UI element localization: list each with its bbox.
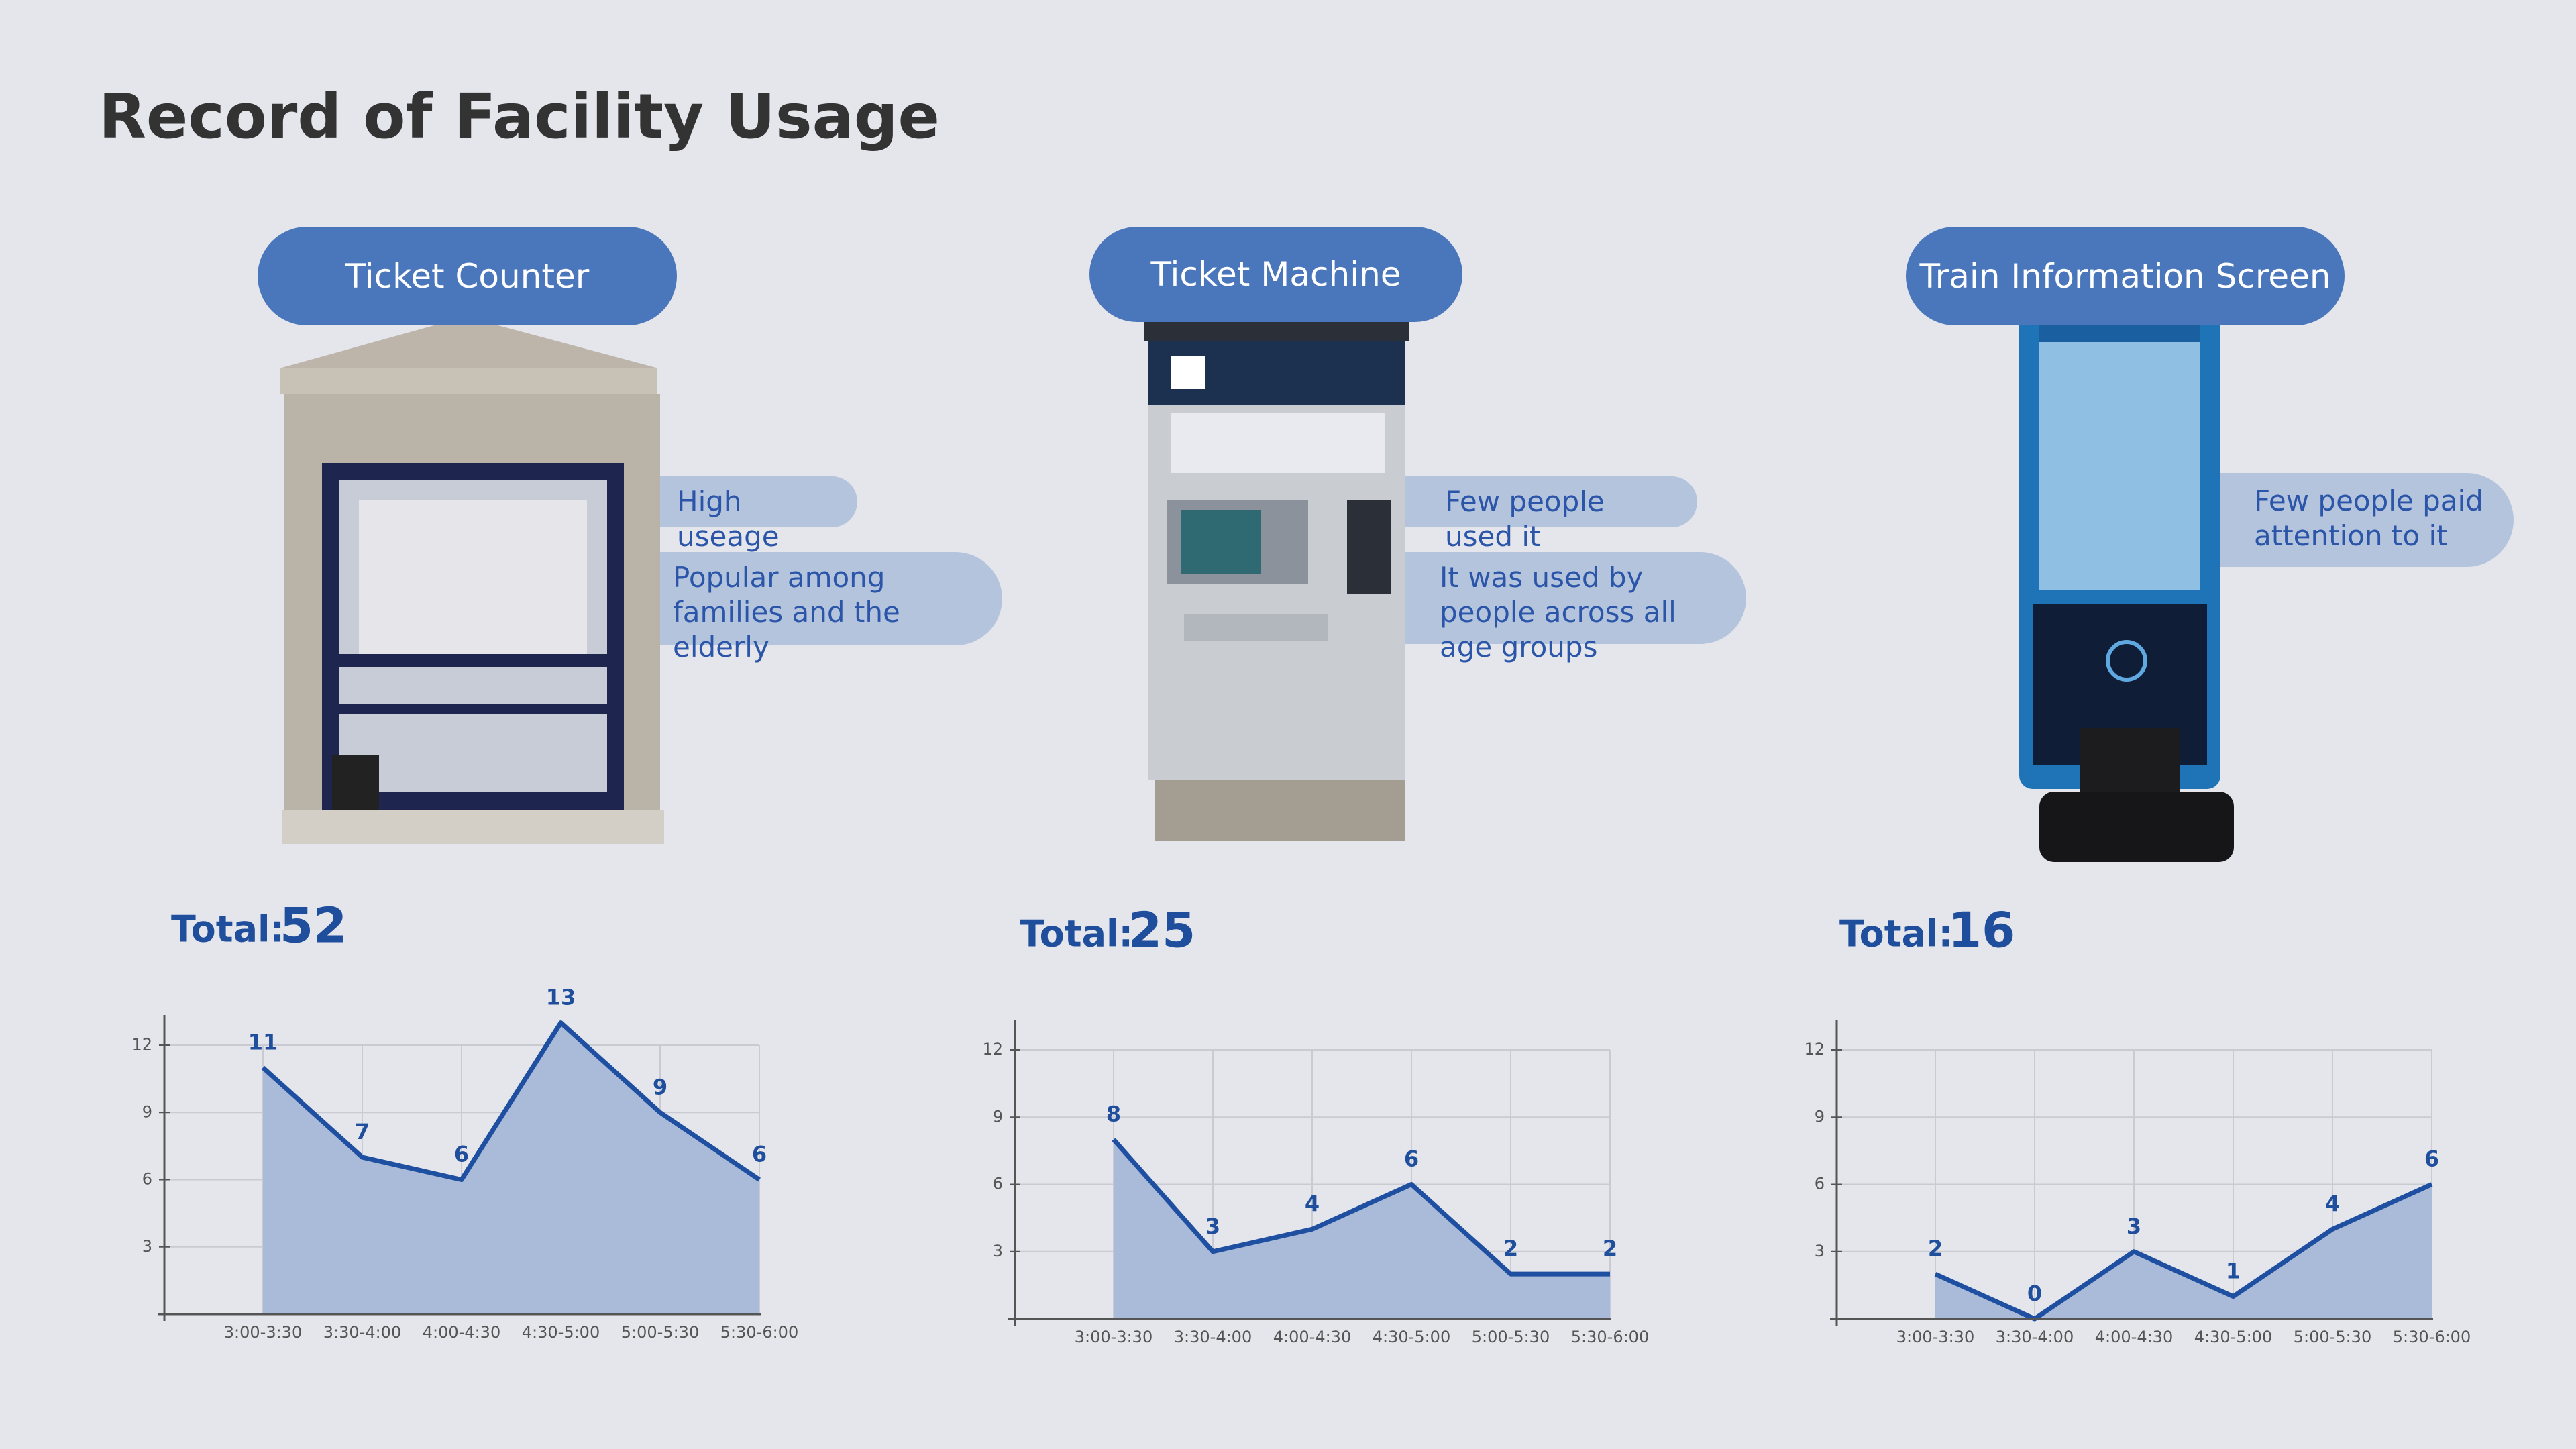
- data-label: 4: [1305, 1191, 1320, 1216]
- y-tick-label: 6: [1815, 1175, 1825, 1193]
- x-tick-label: 3:00-3:30: [1075, 1328, 1152, 1346]
- total-value: 16: [1948, 902, 2015, 959]
- info-screen-photo: [2019, 292, 2234, 862]
- x-tick-label: 4:30-5:00: [2194, 1328, 2272, 1346]
- note: High useage: [654, 476, 857, 553]
- y-tick-label: 12: [982, 1040, 1003, 1059]
- data-label: 2: [1603, 1236, 1617, 1261]
- line: [1934, 1182, 2433, 1322]
- y-tick-label: 6: [142, 1170, 152, 1189]
- y-tick-label: 12: [131, 1035, 152, 1054]
- x-tick-label: 5:30-6:00: [2393, 1328, 2471, 1346]
- x-tick-label: 5:00-5:30: [621, 1323, 699, 1342]
- page-title: Record of Facility Usage: [99, 80, 940, 152]
- total-value: 52: [280, 898, 347, 954]
- note: It was used by people across all age gro…: [1405, 552, 1746, 663]
- line: [261, 1020, 761, 1182]
- facility-label: Ticket Counter: [258, 227, 677, 325]
- data-label: 4: [2325, 1191, 2340, 1216]
- area: [263, 1022, 759, 1314]
- x-tick-label: 4:00-4:30: [423, 1323, 500, 1342]
- x-tick-label: 5:00-5:30: [1472, 1328, 1550, 1346]
- data-label: 11: [248, 1029, 278, 1055]
- data-label: 6: [2424, 1146, 2439, 1172]
- x-tick-label: 3:30-4:00: [1996, 1328, 2074, 1346]
- facility-label: Ticket Machine: [1089, 227, 1462, 322]
- total-label: Total:: [171, 908, 284, 951]
- data-label: 3: [2127, 1214, 2141, 1239]
- y-tick-label: 9: [1815, 1107, 1825, 1126]
- x-tick-label: 4:00-4:30: [2095, 1328, 2173, 1346]
- total-label: Total:: [1839, 913, 1953, 955]
- x-tick-label: 3:30-4:00: [323, 1323, 401, 1342]
- ticket-counter-photo: [280, 317, 664, 844]
- data-label: 6: [752, 1142, 767, 1167]
- data-label: 1: [2226, 1258, 2241, 1284]
- x-tick-label: 3:30-4:00: [1174, 1328, 1252, 1346]
- data-label: 8: [1106, 1102, 1121, 1127]
- area: [1114, 1139, 1610, 1319]
- x-tick-label: 4:00-4:30: [1273, 1328, 1351, 1346]
- x-tick-label: 3:00-3:30: [1896, 1328, 1974, 1346]
- total-label: Total:: [1020, 913, 1133, 955]
- x-tick-label: 3:00-3:30: [224, 1323, 302, 1342]
- line: [1112, 1138, 1610, 1277]
- area: [1935, 1184, 2432, 1319]
- y-tick-label: 3: [993, 1242, 1003, 1260]
- total-value: 25: [1128, 902, 1195, 959]
- data-label: 6: [1404, 1146, 1419, 1172]
- x-tick-label: 4:30-5:00: [522, 1323, 600, 1342]
- x-tick-label: 5:00-5:30: [2294, 1328, 2371, 1346]
- x-tick-label: 4:30-5:00: [1373, 1328, 1450, 1346]
- data-label: 6: [454, 1142, 469, 1167]
- y-tick-label: 6: [993, 1175, 1003, 1193]
- ticket-machine-photo: [1144, 314, 1409, 841]
- data-label: 3: [1205, 1214, 1220, 1239]
- data-label: 2: [1928, 1236, 1943, 1261]
- note: Popular among families and the elderly: [654, 552, 1002, 663]
- data-label: 2: [1503, 1236, 1518, 1261]
- y-tick-label: 9: [993, 1107, 1003, 1126]
- facility-label: Train Information Screen: [1906, 227, 2345, 325]
- data-label: 9: [653, 1074, 667, 1099]
- note: Few people paid attention to it: [2210, 473, 2514, 567]
- x-tick-label: 5:30-6:00: [720, 1323, 798, 1342]
- note: Few people used it: [1405, 476, 1697, 553]
- y-tick-label: 3: [142, 1237, 152, 1256]
- y-tick-label: 3: [1815, 1242, 1825, 1260]
- x-tick-label: 5:30-6:00: [1571, 1328, 1649, 1346]
- y-tick-label: 12: [1804, 1040, 1825, 1059]
- data-label: 13: [546, 985, 576, 1010]
- y-tick-label: 9: [142, 1102, 152, 1121]
- data-label: 7: [355, 1119, 370, 1144]
- data-label: 0: [2027, 1281, 2042, 1306]
